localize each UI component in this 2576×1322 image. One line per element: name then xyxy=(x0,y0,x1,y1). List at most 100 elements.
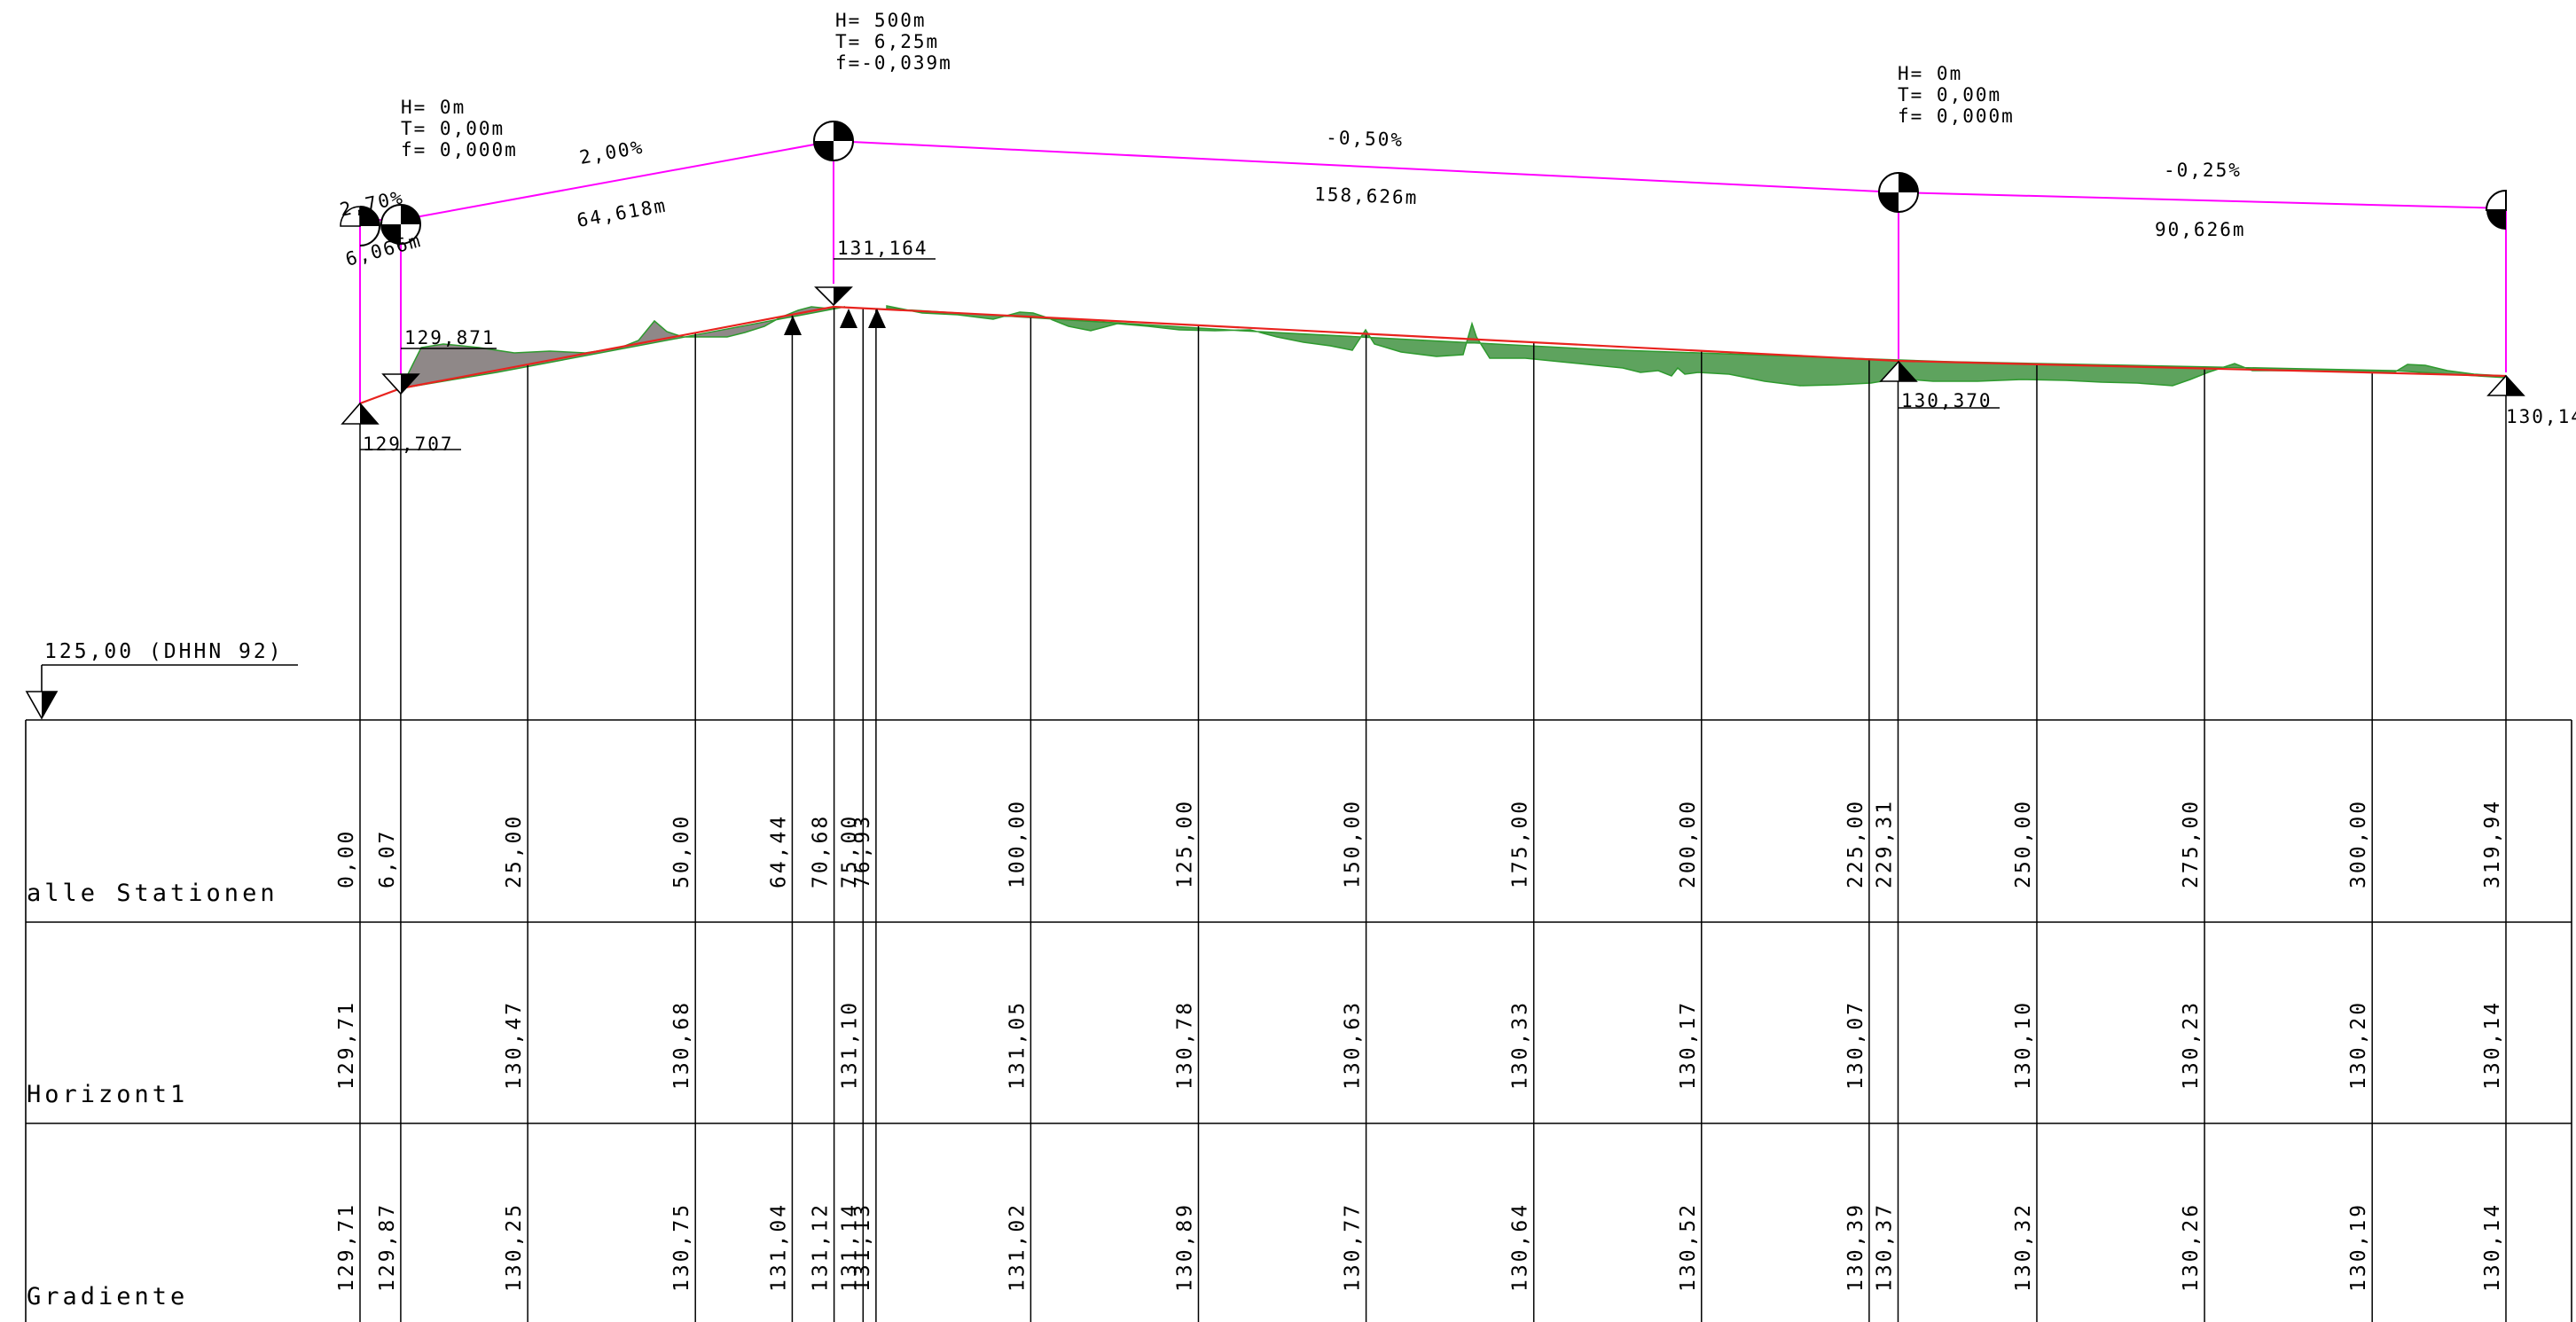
elevation-mark: 129,871 xyxy=(381,327,497,395)
svg-text:130,370: 130,370 xyxy=(1901,390,1993,411)
svg-text:H= 0m: H= 0m xyxy=(401,97,466,118)
svg-text:T= 6,25m: T= 6,25m xyxy=(835,31,939,52)
row-labels: alle Stationen Horizont1 Gradiente xyxy=(27,880,278,1310)
datum-label: 125,00 (DHHN 92) xyxy=(44,640,284,663)
station-value: 25,00 xyxy=(503,814,526,888)
row-label-horizon: Horizont1 xyxy=(27,1081,188,1108)
terrain-areas xyxy=(399,305,2507,389)
station-value: 275,00 xyxy=(2180,799,2203,888)
gradient-value: 131,12 xyxy=(810,1202,833,1292)
segment-length: 64,618m xyxy=(575,194,669,231)
horizon-value: 130,23 xyxy=(2180,1000,2203,1090)
cut-area xyxy=(886,305,2507,387)
svg-text:T= 0,00m: T= 0,00m xyxy=(1898,84,2001,106)
station-value: 250,00 xyxy=(2012,799,2035,888)
station-value: 200,00 xyxy=(1677,799,1700,888)
gradient-value: 130,26 xyxy=(2180,1202,2203,1292)
vertical-intersection-points xyxy=(340,121,2507,246)
station-value: 225,00 xyxy=(1844,799,1867,888)
gradient-value: 130,19 xyxy=(2347,1202,2370,1292)
horizon-value: 131,10 xyxy=(838,1000,861,1090)
station-value: 175,00 xyxy=(1509,799,1532,888)
segment-slope: -0,25% xyxy=(2164,160,2242,181)
horizon-value: 130,47 xyxy=(503,1000,526,1090)
data-table-grid xyxy=(25,719,2572,1322)
curve-params-3: H= 0m T= 0,00m f= 0,000m xyxy=(1898,63,2015,127)
svg-text:131,164: 131,164 xyxy=(837,238,928,259)
vip-symbol xyxy=(813,121,854,161)
horizon-value: 130,10 xyxy=(2012,1000,2035,1090)
segment-length: 90,626m xyxy=(2155,219,2246,240)
row-label-stations: alle Stationen xyxy=(27,880,278,907)
segment-annotations: 2,70% 6,066m 2,00% 64,618m -0,50% 158,62… xyxy=(338,127,2246,270)
curve-params-1: H= 0m T= 0,00m f= 0,000m xyxy=(401,97,518,160)
gradient-value: 130,77 xyxy=(1342,1202,1365,1292)
station-value: 150,00 xyxy=(1342,799,1365,888)
svg-text:130,14: 130,14 xyxy=(2506,406,2576,427)
gradient-value: 131,14 xyxy=(838,1202,861,1292)
tangent-polygon xyxy=(359,139,2507,403)
elevation-mark: 131,164 xyxy=(814,238,936,307)
segment-slope: 2,00% xyxy=(578,137,646,168)
svg-text:129,871: 129,871 xyxy=(404,327,496,348)
gradient-value: 130,52 xyxy=(1677,1202,1700,1292)
vip-symbol xyxy=(380,204,421,245)
svg-text:T= 0,00m: T= 0,00m xyxy=(401,118,505,139)
gradient-value: 129,71 xyxy=(335,1202,358,1292)
svg-text:H= 500m: H= 500m xyxy=(835,10,927,31)
elevation-mark: 130,370 xyxy=(1879,360,2000,411)
gradient-value: 130,89 xyxy=(1173,1202,1196,1292)
point-marker xyxy=(868,309,886,328)
gradient-value: 129,87 xyxy=(376,1202,399,1292)
elevation-mark: 129,707 xyxy=(341,402,461,455)
gradient-value: 130,37 xyxy=(1873,1202,1896,1292)
horizon-value: 130,20 xyxy=(2347,1000,2370,1090)
station-value: 64,44 xyxy=(767,814,790,888)
svg-text:f= 0,000m: f= 0,000m xyxy=(401,139,518,160)
horizon-value: 130,63 xyxy=(1342,1000,1365,1090)
start-half-symbol xyxy=(340,206,380,246)
horizon-value: 130,14 xyxy=(2481,1000,2504,1090)
svg-text:f=-0,039m: f=-0,039m xyxy=(835,52,952,74)
point-marker xyxy=(784,316,802,335)
gradient-value: 130,64 xyxy=(1509,1202,1532,1292)
gradient-value: 130,25 xyxy=(503,1202,526,1292)
station-value: 75,00 xyxy=(838,814,861,888)
svg-text:H= 0m: H= 0m xyxy=(1898,63,1962,84)
elevation-marks: 129,707 129,871 131,164 130,370 130,14 xyxy=(341,238,2576,455)
gradient-value: 130,14 xyxy=(2481,1202,2504,1292)
gradient-value: 131,02 xyxy=(1006,1202,1029,1292)
row-label-gradient: Gradiente xyxy=(27,1283,188,1310)
svg-text:f= 0,000m: f= 0,000m xyxy=(1898,106,2015,127)
svg-text:129,707: 129,707 xyxy=(363,434,454,455)
horizon-value: 130,78 xyxy=(1173,1000,1196,1090)
end-half-symbol xyxy=(2485,189,2507,230)
horizon-value: 129,71 xyxy=(335,1000,358,1090)
segment-length: 158,626m xyxy=(1314,184,1419,208)
gradient-value: 131,13 xyxy=(851,1202,874,1292)
gradient-value: 130,39 xyxy=(1844,1202,1867,1292)
vip-symbol xyxy=(1878,172,1919,213)
segment-slope: -0,50% xyxy=(1326,127,1405,151)
curve-params-2: H= 500m T= 6,25m f=-0,039m xyxy=(835,10,952,74)
station-value: 100,00 xyxy=(1006,799,1029,888)
station-value: 50,00 xyxy=(670,814,693,888)
station-value: 300,00 xyxy=(2347,799,2370,888)
segment-length: 6,066m xyxy=(343,230,424,270)
gradient-value: 131,04 xyxy=(767,1202,790,1292)
gradient-value: 130,32 xyxy=(2012,1202,2035,1292)
horizon-value: 130,68 xyxy=(670,1000,693,1090)
horizon-value: 130,33 xyxy=(1509,1000,1532,1090)
elevation-mark: 130,14 xyxy=(2486,374,2576,427)
datum-reference: 125,00 (DHHN 92) xyxy=(25,640,298,720)
station-value: 76,93 xyxy=(851,814,874,888)
station-value: 125,00 xyxy=(1173,799,1196,888)
horizon-value: 131,05 xyxy=(1006,1000,1029,1090)
column-values: 0,00 129,71 129,71 6,07 129,87 25,00 130,47 130… xyxy=(335,799,2504,1292)
station-value: 319,94 xyxy=(2481,799,2504,888)
point-marker xyxy=(840,309,857,328)
station-value: 6,07 xyxy=(376,829,399,888)
station-value: 70,68 xyxy=(810,814,833,888)
station-value: 0,00 xyxy=(335,829,358,888)
